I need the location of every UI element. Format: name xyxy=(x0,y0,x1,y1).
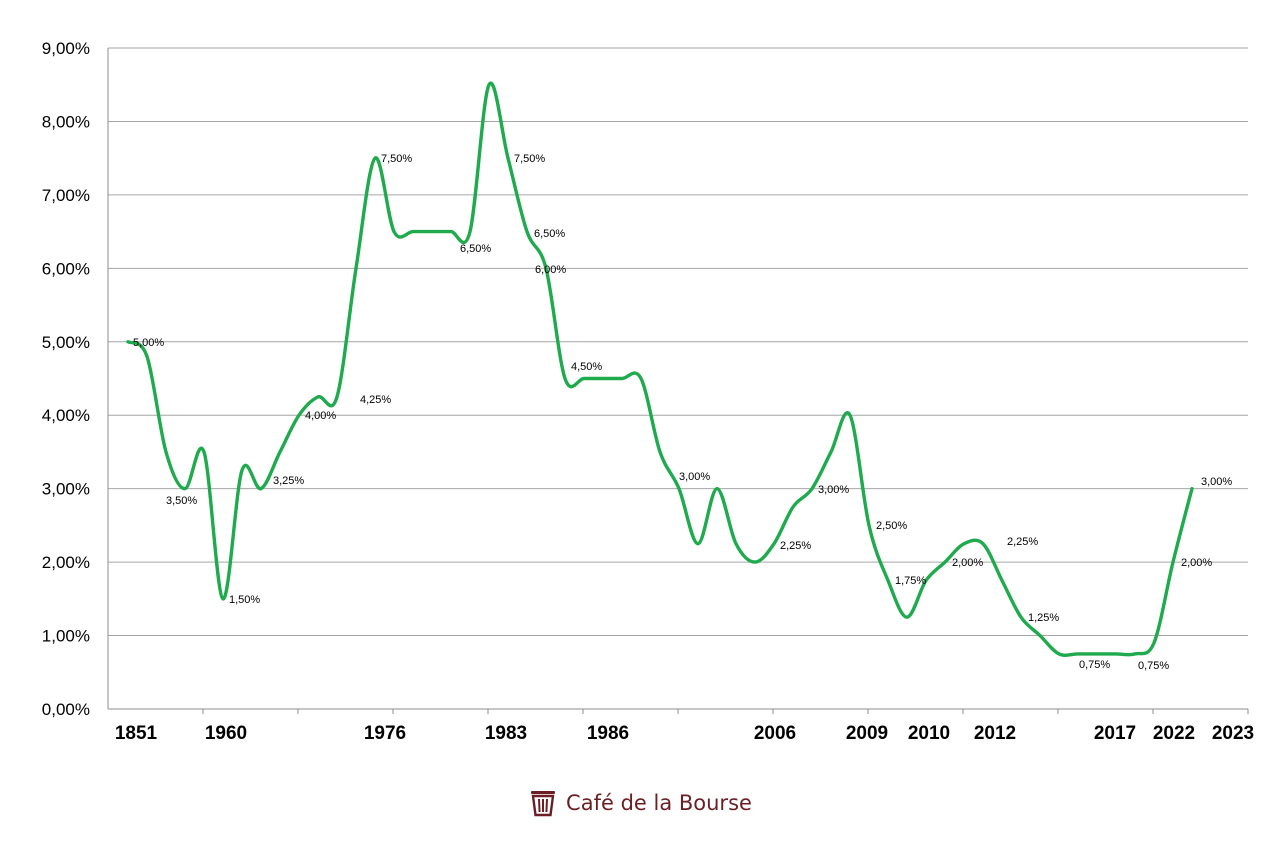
y-tick-label: 4,00% xyxy=(42,406,90,425)
x-tick-label: 1851 xyxy=(115,723,158,744)
data-label: 7,50% xyxy=(381,153,412,165)
data-label: 6,50% xyxy=(460,243,491,255)
data-label: 3,50% xyxy=(166,495,197,507)
data-label: 2,25% xyxy=(1007,536,1038,548)
y-tick-label: 2,00% xyxy=(42,553,90,572)
data-label: 7,50% xyxy=(514,153,545,165)
y-tick-label: 7,00% xyxy=(42,186,90,205)
data-label: 6,00% xyxy=(535,264,566,276)
x-tick-label: 1960 xyxy=(205,723,247,744)
x-tick-label: 2017 xyxy=(1094,723,1136,744)
data-label: 0,75% xyxy=(1138,660,1169,672)
y-tick-label: 0,00% xyxy=(42,700,90,719)
x-tick-label: 2009 xyxy=(846,723,888,744)
data-label: 2,00% xyxy=(952,557,983,569)
x-tick-label: 1986 xyxy=(587,723,629,744)
y-tick-label: 3,00% xyxy=(42,480,90,499)
data-label: 3,00% xyxy=(1201,476,1232,488)
x-tick-label: 2006 xyxy=(754,723,796,744)
data-label: 3,00% xyxy=(679,471,710,483)
data-label: 2,25% xyxy=(780,540,811,552)
brand-name: Café de la Bourse xyxy=(566,791,752,815)
y-tick-label: 8,00% xyxy=(42,112,90,131)
data-label: 1,75% xyxy=(895,575,926,587)
data-label: 4,25% xyxy=(360,394,391,406)
data-label: 2,00% xyxy=(1181,557,1212,569)
data-label: 1,25% xyxy=(1028,612,1059,624)
y-tick-label: 1,00% xyxy=(42,627,90,646)
data-label: 6,50% xyxy=(534,228,565,240)
brand: Café de la Bourse xyxy=(0,786,1280,820)
y-tick-label: 6,00% xyxy=(42,259,90,278)
x-tick-label: 2022 xyxy=(1153,723,1195,744)
data-label: 2,50% xyxy=(876,520,907,532)
data-label: 4,50% xyxy=(571,361,602,373)
series-line xyxy=(126,81,1194,657)
data-label: 5,00% xyxy=(133,337,164,349)
y-tick-label: 5,00% xyxy=(42,333,90,352)
y-tick-label: 9,00% xyxy=(42,39,90,58)
data-label: 0,75% xyxy=(1079,659,1110,671)
data-label: 3,00% xyxy=(818,484,849,496)
x-tick-label: 2012 xyxy=(974,723,1016,744)
x-tick-label: 2010 xyxy=(908,723,950,744)
data-label: 1,50% xyxy=(229,594,260,606)
x-tick-label: 1983 xyxy=(485,723,527,744)
data-label: 4,00% xyxy=(305,410,336,422)
x-tick-label: 2023 xyxy=(1212,723,1254,744)
data-label: 3,25% xyxy=(273,475,304,487)
x-tick-label: 1976 xyxy=(364,723,406,744)
bin-logo-icon xyxy=(531,791,556,817)
